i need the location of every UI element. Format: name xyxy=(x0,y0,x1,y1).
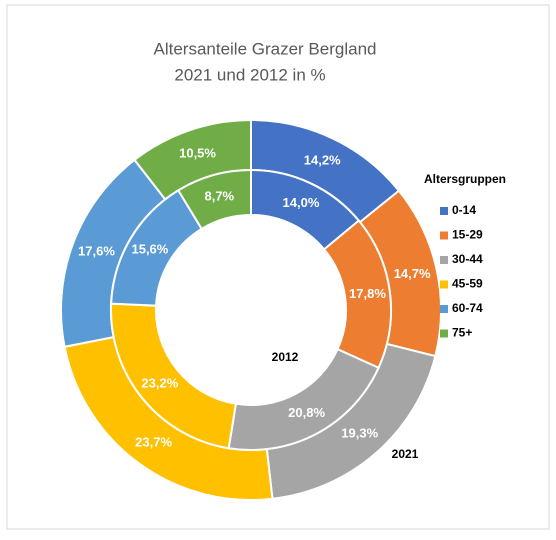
data-label: 17,8% xyxy=(349,286,386,301)
data-label: 14,7% xyxy=(394,266,431,281)
data-label: 23,2% xyxy=(141,376,178,391)
data-label: 14,0% xyxy=(283,195,320,210)
legend-label: 75+ xyxy=(452,326,472,340)
data-label: 17,6% xyxy=(78,244,115,259)
legend-label: 45-59 xyxy=(452,277,483,291)
ring-label: 2012 xyxy=(272,350,299,364)
data-label: 15,6% xyxy=(131,242,168,257)
chart-subtitle: 2021 und 2012 in % xyxy=(174,65,325,84)
data-label: 8,7% xyxy=(204,188,234,203)
legend-label: 60-74 xyxy=(452,301,483,315)
legend-swatch xyxy=(440,280,448,289)
data-label: 20,8% xyxy=(288,405,325,420)
chart-title: Altersanteile Grazer Bergland xyxy=(153,39,376,58)
legend-swatch xyxy=(440,231,448,240)
legend-label: 30-44 xyxy=(452,252,483,266)
legend-swatch xyxy=(440,305,448,313)
legend-swatch xyxy=(440,329,448,338)
data-label: 14,2% xyxy=(304,153,341,168)
legend-swatch xyxy=(440,207,448,215)
data-label: 23,7% xyxy=(135,435,172,450)
donut-segment xyxy=(176,168,252,231)
data-label: 10,5% xyxy=(179,145,216,160)
ring-label: 2021 xyxy=(392,447,419,461)
legend-label: 0-14 xyxy=(452,203,476,217)
legend-label: 15-29 xyxy=(452,228,483,242)
legend-swatch xyxy=(440,256,448,264)
data-label: 19,3% xyxy=(341,426,378,441)
legend-title: Altersgruppen xyxy=(424,172,506,186)
